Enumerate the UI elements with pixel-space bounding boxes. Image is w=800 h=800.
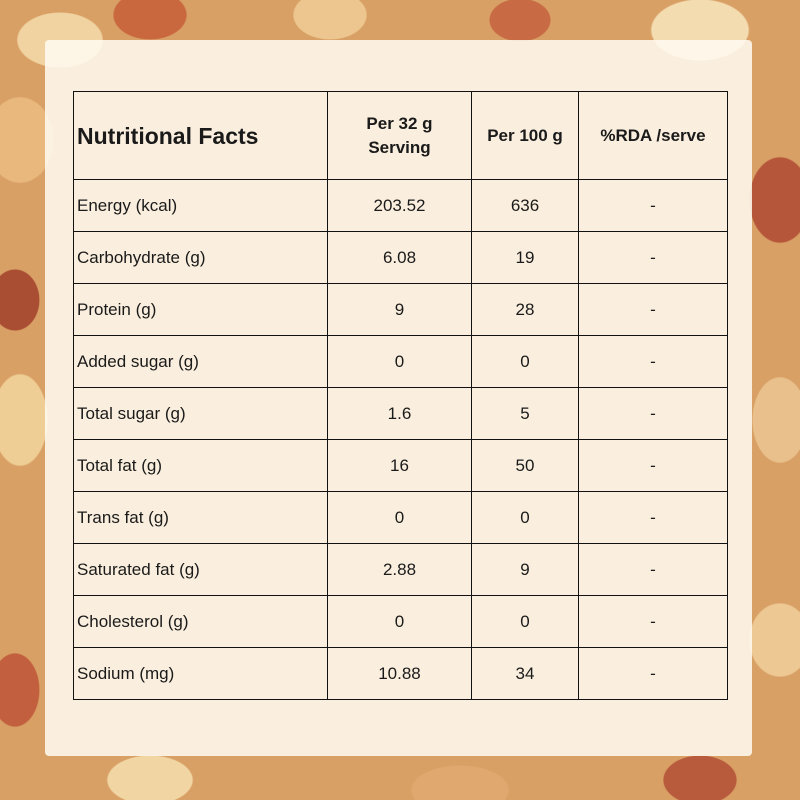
- per-serving-value: 0: [327, 595, 472, 648]
- rda-value: -: [578, 439, 728, 492]
- table-row: Carbohydrate (g) 6.08 19 -: [73, 231, 728, 284]
- rda-value: -: [578, 179, 728, 232]
- table-row: Total sugar (g) 1.6 5 -: [73, 387, 728, 440]
- rda-value: -: [578, 543, 728, 596]
- per-100g-value: 50: [471, 439, 579, 492]
- row-label: Cholesterol (g): [73, 595, 328, 648]
- per-100g-value: 636: [471, 179, 579, 232]
- rda-value: -: [578, 283, 728, 336]
- per-100g-value: 19: [471, 231, 579, 284]
- header-per-100g: Per 100 g: [471, 91, 579, 180]
- per-100g-value: 0: [471, 335, 579, 388]
- per-serving-value: 1.6: [327, 387, 472, 440]
- header-per-serving: Per 32 g Serving: [327, 91, 472, 180]
- table-row: Cholesterol (g) 0 0 -: [73, 595, 728, 648]
- row-label: Saturated fat (g): [73, 543, 328, 596]
- per-serving-value: 0: [327, 491, 472, 544]
- per-100g-value: 9: [471, 543, 579, 596]
- per-serving-value: 203.52: [327, 179, 472, 232]
- table-row: Saturated fat (g) 2.88 9 -: [73, 543, 728, 596]
- per-serving-value: 6.08: [327, 231, 472, 284]
- per-serving-value: 16: [327, 439, 472, 492]
- table-row: Energy (kcal) 203.52 636 -: [73, 179, 728, 232]
- per-100g-value: 28: [471, 283, 579, 336]
- rda-value: -: [578, 387, 728, 440]
- header-nutritional-facts: Nutritional Facts: [73, 91, 328, 180]
- nutrition-card: Nutritional Facts Per 32 g Serving Per 1…: [45, 40, 752, 756]
- per-100g-value: 5: [471, 387, 579, 440]
- table-row: Added sugar (g) 0 0 -: [73, 335, 728, 388]
- rda-value: -: [578, 491, 728, 544]
- per-serving-value: 10.88: [327, 647, 472, 700]
- header-rda: %RDA /serve: [578, 91, 728, 180]
- row-label: Protein (g): [73, 283, 328, 336]
- table-row: Protein (g) 9 28 -: [73, 283, 728, 336]
- per-100g-value: 0: [471, 595, 579, 648]
- table-header-row: Nutritional Facts Per 32 g Serving Per 1…: [73, 91, 728, 180]
- table-row: Total fat (g) 16 50 -: [73, 439, 728, 492]
- row-label: Added sugar (g): [73, 335, 328, 388]
- row-label: Total fat (g): [73, 439, 328, 492]
- row-label: Trans fat (g): [73, 491, 328, 544]
- row-label: Sodium (mg): [73, 647, 328, 700]
- per-serving-value: 9: [327, 283, 472, 336]
- rda-value: -: [578, 647, 728, 700]
- per-100g-value: 34: [471, 647, 579, 700]
- table-row: Sodium (mg) 10.88 34 -: [73, 647, 728, 700]
- rda-value: -: [578, 335, 728, 388]
- per-100g-value: 0: [471, 491, 579, 544]
- row-label: Energy (kcal): [73, 179, 328, 232]
- per-serving-value: 2.88: [327, 543, 472, 596]
- rda-value: -: [578, 595, 728, 648]
- per-serving-value: 0: [327, 335, 472, 388]
- nutrition-table: Nutritional Facts Per 32 g Serving Per 1…: [73, 91, 728, 700]
- row-label: Total sugar (g): [73, 387, 328, 440]
- rda-value: -: [578, 231, 728, 284]
- table-row: Trans fat (g) 0 0 -: [73, 491, 728, 544]
- row-label: Carbohydrate (g): [73, 231, 328, 284]
